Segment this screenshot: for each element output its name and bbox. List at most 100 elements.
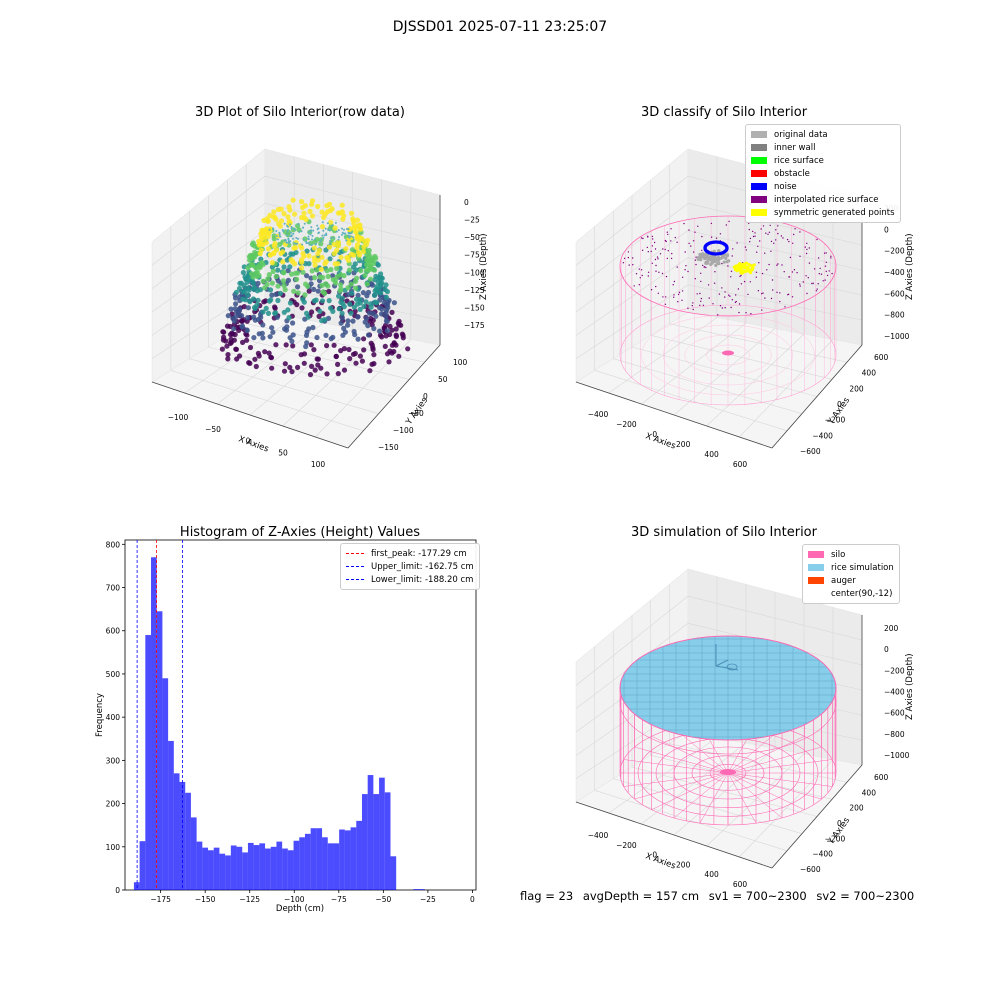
raw-point — [382, 343, 388, 349]
cls-x-tick-label: 400 — [704, 450, 719, 459]
cls-surface-point — [750, 313, 752, 315]
raw-point — [248, 271, 255, 277]
cls-surface-point — [755, 276, 757, 278]
histogram-bar — [384, 792, 391, 890]
histogram-y-label: Frequency — [95, 693, 105, 737]
sim-floor-spoke — [651, 735, 729, 774]
cls-surface-point — [773, 242, 775, 244]
raw-point — [367, 368, 373, 374]
raw-point — [336, 293, 342, 299]
cls-y-tick-label: −600 — [800, 447, 821, 456]
raw-point — [322, 261, 328, 267]
raw-point — [396, 353, 402, 359]
cls-z-tick-label: −800 — [884, 311, 905, 320]
raw-point — [252, 304, 258, 311]
histogram-bar — [219, 853, 226, 890]
cls-surface-point — [724, 296, 726, 298]
raw-point — [347, 356, 353, 362]
cls-outlet — [722, 350, 734, 356]
raw-point — [298, 231, 301, 233]
raw-point — [255, 297, 261, 303]
histogram-legend: first_peak: -177.29 cm Upper_limit: -162.… — [340, 543, 480, 590]
cls-surface-point — [771, 279, 774, 281]
raw-point — [283, 222, 286, 225]
raw-point — [339, 315, 345, 321]
raw-point — [290, 234, 293, 237]
raw-point — [329, 206, 335, 212]
cls-silo-bottom-ring — [619, 304, 837, 406]
raw-point — [353, 229, 359, 235]
cls-surface-point — [749, 241, 751, 243]
raw-point — [309, 363, 315, 369]
cls-surface-point — [662, 296, 664, 298]
cls-surface-point — [688, 229, 690, 231]
cls-surface-point — [765, 232, 767, 234]
cls-original-point — [717, 257, 721, 261]
sim-x-tick-label: 0 — [652, 851, 657, 860]
raw-point — [290, 225, 293, 228]
raw-point — [245, 315, 251, 321]
raw-point — [246, 287, 252, 293]
raw-point — [350, 218, 356, 224]
cls-surface-point — [687, 270, 689, 273]
cls-surface-point — [700, 297, 703, 300]
raw-point — [349, 247, 356, 253]
raw-point — [335, 371, 341, 377]
cls-surface-point — [699, 304, 701, 306]
sim-x-tick-label: 600 — [733, 880, 748, 889]
cls-surface-point — [817, 257, 820, 259]
raw-point — [295, 237, 298, 239]
cls-surface-point — [647, 236, 649, 238]
cls-surface-point — [740, 283, 743, 285]
cls-x-axis-line — [575, 381, 773, 449]
cls-surface-point — [811, 282, 813, 285]
cls-surface-point — [656, 256, 659, 258]
legend-swatch — [751, 183, 767, 190]
raw-point — [334, 274, 340, 280]
raw-point — [269, 325, 275, 331]
cls-surface-point — [635, 273, 638, 275]
raw-point — [299, 215, 305, 221]
histogram-bar — [333, 843, 340, 890]
cls-surface-point — [692, 302, 694, 304]
cls-surface-point — [770, 297, 773, 300]
sim-y-tick-label: −200 — [825, 834, 846, 843]
raw-point — [351, 304, 357, 310]
cls-surface-point — [775, 229, 777, 231]
raw-point — [364, 281, 370, 287]
raw-point — [247, 360, 253, 366]
raw-point — [296, 242, 298, 245]
cls-surface-point — [779, 300, 781, 303]
raw-point — [295, 290, 301, 296]
histogram-bar — [168, 740, 174, 890]
raw-point — [268, 354, 274, 360]
sim-y-tick-label: −400 — [812, 850, 833, 859]
cls-surface-point — [657, 292, 659, 294]
raw-point — [290, 320, 296, 326]
raw-point — [324, 268, 330, 274]
raw-point — [309, 268, 315, 274]
cls-surface-point — [776, 291, 778, 293]
cls-surface-point — [724, 291, 726, 293]
raw-point — [251, 335, 257, 341]
cls-surface-point — [665, 296, 667, 298]
raw-point — [247, 344, 254, 351]
cls-y-axis-line — [771, 344, 863, 449]
raw-point — [275, 230, 278, 232]
subplot-histogram: Histogram of Z-Axies (Height) Values −175… — [95, 525, 477, 914]
legend-entry: Lower_limit: -188.20 cm — [346, 573, 474, 586]
raw-point — [263, 240, 269, 246]
raw-point — [351, 328, 357, 335]
legend-label: auger — [831, 575, 856, 586]
sim-floor-spoke — [634, 746, 729, 774]
raw-point — [377, 328, 383, 334]
cls-surface-point — [756, 251, 758, 253]
raw-x-tick-label: −100 — [168, 413, 189, 422]
cls-surface-point — [770, 240, 773, 243]
cls-surface-point — [729, 295, 731, 297]
raw-point — [345, 322, 351, 328]
histogram-bar — [242, 852, 248, 890]
legend-swatch — [751, 144, 767, 151]
histogram-bar — [185, 792, 191, 890]
histogram-bar — [265, 848, 271, 890]
